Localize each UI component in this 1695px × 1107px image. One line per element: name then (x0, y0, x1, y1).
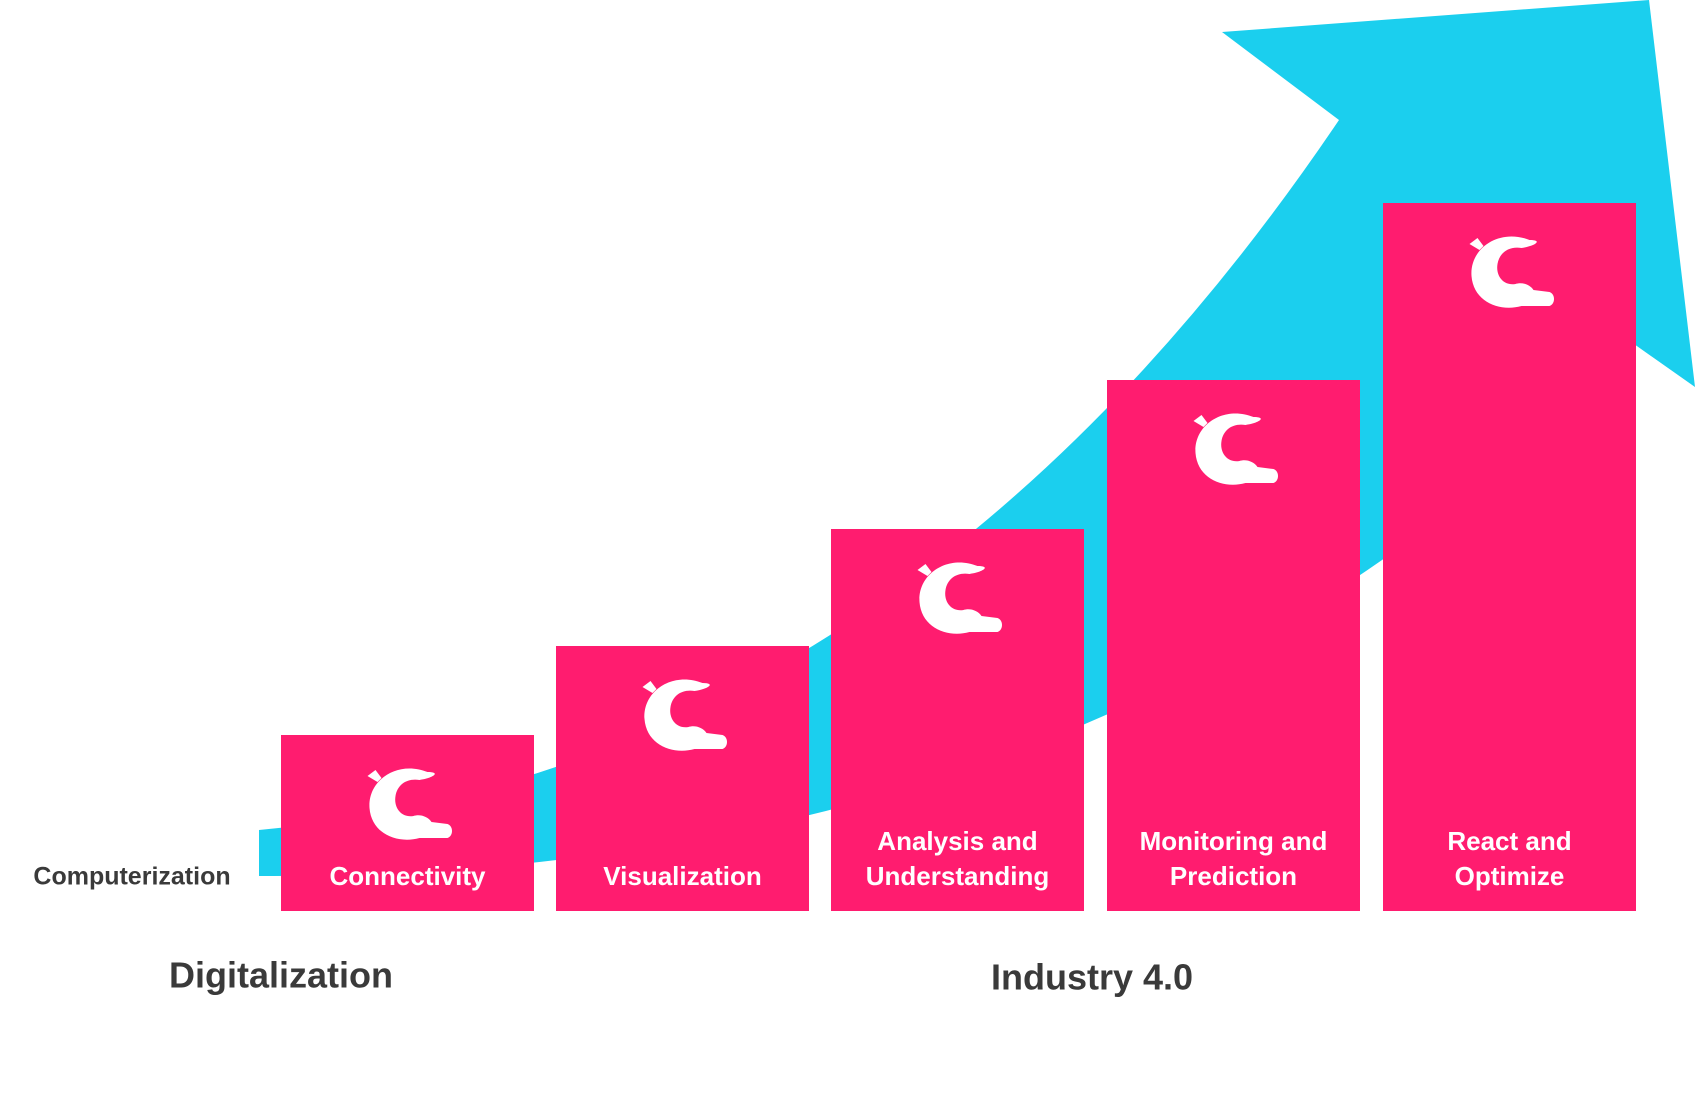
step-label: Understanding (866, 861, 1049, 891)
step-box (1383, 203, 1636, 911)
bottom-left-label: Digitalization (169, 955, 393, 996)
bottom-right-label: Industry 4.0 (991, 957, 1193, 998)
step-label: Optimize (1455, 861, 1565, 891)
step-label: React and (1447, 826, 1571, 856)
step-label: Analysis and (877, 826, 1037, 856)
step-box (831, 529, 1084, 911)
step-label: Monitoring and (1140, 826, 1328, 856)
left-label: Computerization (33, 863, 230, 891)
growth-arrow (259, 0, 1695, 877)
step-label: Prediction (1170, 861, 1297, 891)
step-label: Connectivity (329, 861, 486, 891)
step-label: Visualization (603, 861, 761, 891)
